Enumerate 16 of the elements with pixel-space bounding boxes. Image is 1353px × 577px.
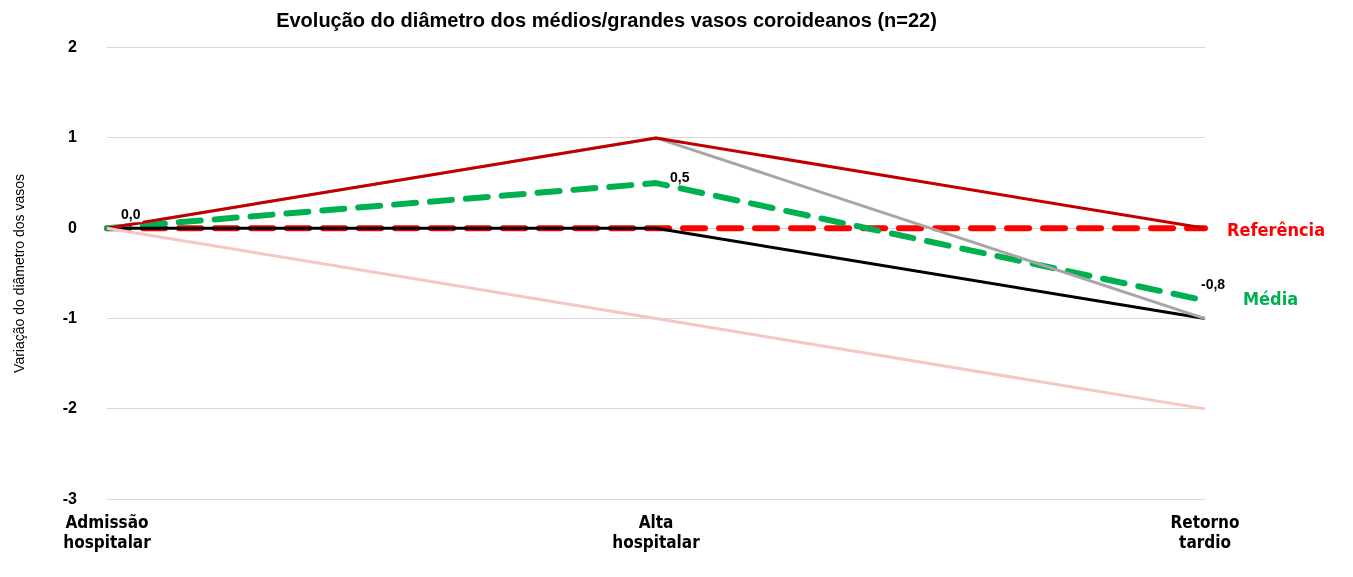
- x-tick-label: Admissão hospitalar: [63, 511, 152, 553]
- data-label: 0,5: [670, 168, 690, 185]
- y-tick-label: -2: [62, 399, 78, 417]
- data-label: 0,0: [121, 206, 141, 223]
- x-tick-label: Alta hospitalar: [612, 511, 701, 553]
- text: Média: [1243, 288, 1299, 310]
- y-tick-label: 2: [68, 38, 78, 56]
- y-tick-label: 1: [68, 128, 78, 146]
- y-tick-label: -3: [62, 489, 78, 507]
- chart-title: Evolução do diâmetro dos médios/grandes vasos coroideanos (n=22): [276, 9, 937, 32]
- data-label: -0,8: [1201, 276, 1226, 293]
- y-tick-label: -1: [62, 308, 78, 326]
- series-label: Referência: [1227, 218, 1326, 240]
- x-tick-label: Retorno tardio: [1170, 511, 1240, 553]
- y-axis-title: Variação do diâmetro dos vasos: [11, 173, 28, 373]
- y-tick-label: 0: [68, 218, 78, 236]
